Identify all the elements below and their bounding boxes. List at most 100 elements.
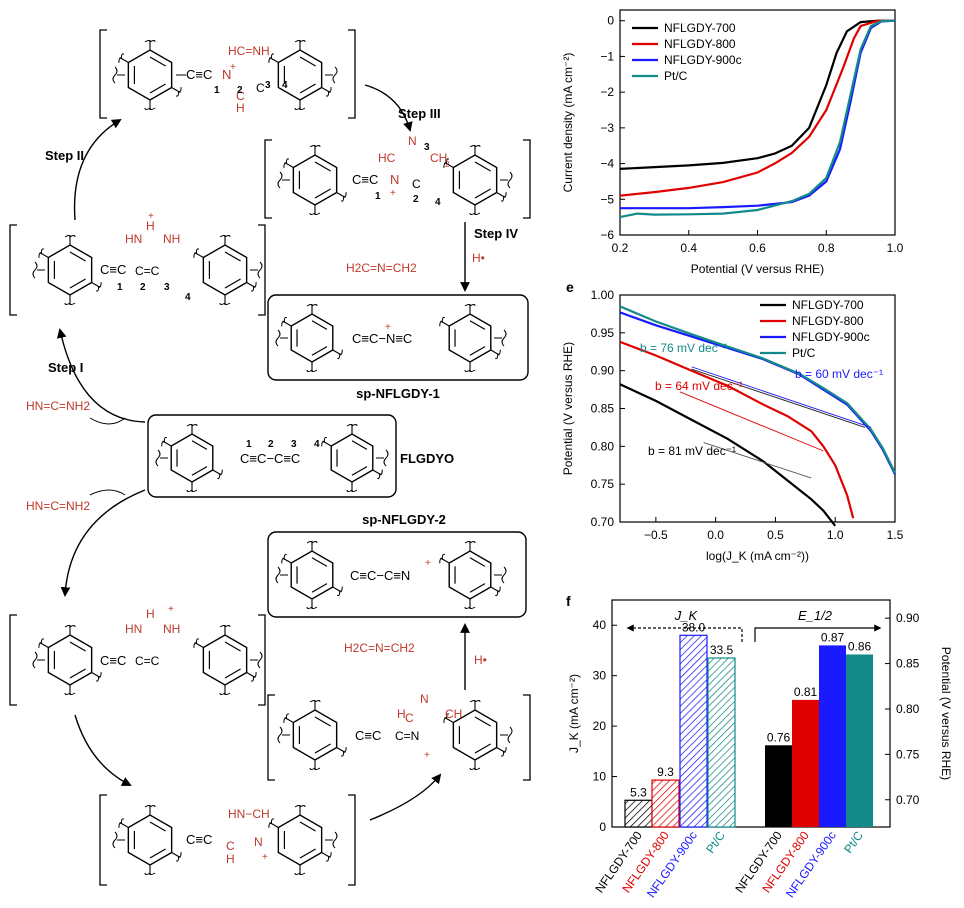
structure xyxy=(112,40,338,110)
wave-bond xyxy=(332,66,338,84)
atom-hn: HN xyxy=(125,232,142,246)
squiggle xyxy=(64,235,76,238)
y-tick-label: 0.85 xyxy=(591,402,615,416)
y-axis-label: Potential (V versus RHE) xyxy=(561,342,575,475)
bar-value: 0.86 xyxy=(848,639,872,653)
bracket-right xyxy=(258,614,266,706)
atom-n: N xyxy=(222,67,231,82)
num: 1 xyxy=(117,282,123,293)
wave-bond xyxy=(275,329,281,347)
squiggle xyxy=(193,248,200,258)
charge: + xyxy=(385,322,391,333)
e12-group-bracket xyxy=(754,624,882,642)
jk-bar xyxy=(707,657,736,828)
double-bond xyxy=(469,583,486,593)
squiggle xyxy=(321,436,328,447)
annotation: b = 64 mV dec⁻¹ xyxy=(655,379,743,393)
step2-label: Step II xyxy=(45,148,84,163)
legend-label: Pt/C xyxy=(664,69,688,83)
squiggle xyxy=(376,469,383,480)
squiggle xyxy=(464,606,476,609)
squiggle xyxy=(309,212,321,215)
tafel-fit xyxy=(703,442,812,479)
double-bond xyxy=(311,320,328,330)
squiggle xyxy=(464,541,476,544)
alkyne: C≡C xyxy=(355,728,381,743)
squiggle xyxy=(294,872,306,875)
wave-bond xyxy=(32,261,38,279)
ring-fragment: HC=NH xyxy=(228,44,270,58)
bracket-right xyxy=(348,29,356,119)
y-tick-label: 1.00 xyxy=(591,288,615,302)
y-tick-label: 40 xyxy=(593,618,607,632)
y-tick-label-right: 0.90 xyxy=(896,611,920,625)
wave-bond xyxy=(383,449,389,467)
squiggle xyxy=(500,747,507,757)
squiggle xyxy=(336,586,343,597)
y-tick-label: −5 xyxy=(600,192,614,206)
double-bond xyxy=(474,161,491,172)
squiggle xyxy=(144,805,156,808)
squiggle xyxy=(118,818,125,828)
wave-bond xyxy=(277,726,283,744)
num: 4 xyxy=(435,197,441,208)
diyne: C≡C−C≡C xyxy=(240,451,300,466)
num: 1 xyxy=(214,85,220,96)
x-tick-label: 1.5 xyxy=(887,528,904,542)
squiggle xyxy=(340,192,347,202)
x-tick-label: 0.0 xyxy=(707,528,724,542)
alkyne: C≡C xyxy=(100,653,126,668)
squiggle xyxy=(469,700,481,703)
jk-bar xyxy=(679,634,708,828)
y-tick-label: −2 xyxy=(600,85,614,99)
squiggle xyxy=(118,53,125,63)
squiggle xyxy=(186,489,198,492)
num: 2 xyxy=(413,194,419,205)
annotation: b = 60 mV dec⁻¹ xyxy=(795,367,883,381)
y-tick-label: 0.75 xyxy=(591,477,615,491)
double-bond xyxy=(314,743,331,754)
tafel-fit xyxy=(691,366,872,428)
alkyne-nitrile: C≡C−N≡C xyxy=(352,331,412,346)
double-bond xyxy=(351,466,368,476)
y-tick-label: −3 xyxy=(600,121,614,135)
atom-nh: NH xyxy=(163,232,180,246)
double-bond xyxy=(314,716,331,727)
series-line xyxy=(620,19,896,210)
series-line xyxy=(619,340,855,519)
y-tick-label: 0.70 xyxy=(591,515,615,529)
double-bond xyxy=(299,848,316,859)
squiggle xyxy=(281,553,288,564)
wave-bond xyxy=(275,566,281,584)
step4-label: Step IV xyxy=(474,226,518,241)
structure xyxy=(32,235,263,305)
squiggle xyxy=(283,158,290,168)
squiggle xyxy=(193,638,200,648)
bar-value: 0.87 xyxy=(821,630,845,644)
jk-group-bracket xyxy=(626,624,743,642)
double-bond xyxy=(351,440,368,450)
squiggle xyxy=(306,304,318,307)
charge: + xyxy=(262,852,268,863)
x-tick-label: 1.0 xyxy=(887,241,904,255)
jk-bar xyxy=(651,779,680,828)
squiggle xyxy=(294,107,306,110)
squiggle xyxy=(346,424,358,427)
legend-label: Pt/C xyxy=(792,346,816,360)
structure xyxy=(275,541,507,609)
double-bond xyxy=(191,440,208,450)
double-bond xyxy=(149,83,166,94)
y-tick-label: 30 xyxy=(593,669,607,683)
double-bond xyxy=(474,743,491,754)
wave-bond xyxy=(257,651,263,669)
wave-bond xyxy=(332,831,338,849)
num: 4 xyxy=(185,292,191,303)
ring-fragment: HN−CH xyxy=(228,807,270,821)
bracket-left xyxy=(9,614,17,706)
x-tick-label: 0.2 xyxy=(612,241,629,255)
squiggle xyxy=(38,638,45,648)
atom-ch: CH xyxy=(445,707,462,721)
squiggle xyxy=(325,87,332,97)
annotation: b = 76 mV dec⁻¹ xyxy=(640,341,728,355)
